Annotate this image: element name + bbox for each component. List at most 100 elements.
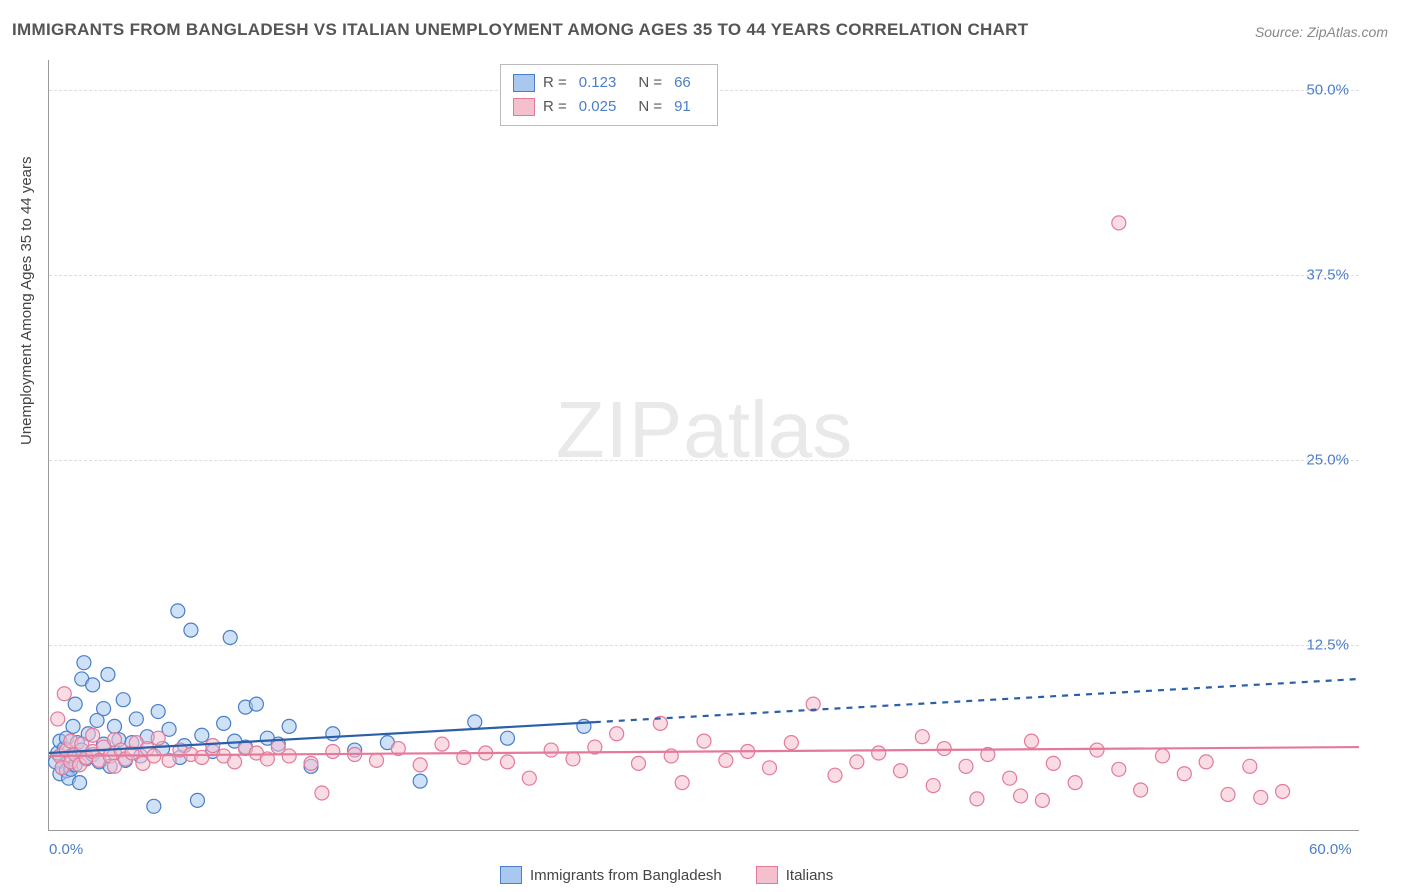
scatter-point (1243, 759, 1257, 773)
scatter-point (501, 755, 515, 769)
scatter-point (1134, 783, 1148, 797)
scatter-point (697, 734, 711, 748)
legend-r-label: R = (543, 71, 567, 95)
scatter-point (610, 727, 624, 741)
scatter-point (147, 799, 161, 813)
scatter-point (101, 668, 115, 682)
scatter-point (784, 736, 798, 750)
legend-r-value: 0.123 (579, 71, 617, 95)
scatter-point (501, 731, 515, 745)
scatter-point (915, 730, 929, 744)
scatter-point (86, 728, 100, 742)
scatter-point (151, 705, 165, 719)
scatter-point (57, 687, 71, 701)
scatter-point (1112, 216, 1126, 230)
plot-area: ZIPatlas 12.5%25.0%37.5%50.0%0.0%60.0% (48, 60, 1359, 831)
scatter-point (970, 792, 984, 806)
scatter-point (1112, 762, 1126, 776)
scatter-point (1090, 743, 1104, 757)
scatter-svg (49, 60, 1359, 830)
scatter-point (68, 697, 82, 711)
scatter-point (195, 750, 209, 764)
scatter-point (1177, 767, 1191, 781)
scatter-point (370, 753, 384, 767)
gridline (49, 275, 1359, 276)
y-tick-label: 12.5% (1306, 636, 1349, 653)
gridline (49, 645, 1359, 646)
legend-r-value: 0.025 (579, 95, 617, 119)
x-tick-label: 0.0% (49, 841, 83, 858)
legend-stat-row: R = 0.025 N = 91 (513, 95, 705, 119)
legend-stat-row: R = 0.123 N = 66 (513, 71, 705, 95)
chart-title: IMMIGRANTS FROM BANGLADESH VS ITALIAN UN… (12, 20, 1028, 40)
scatter-point (73, 776, 87, 790)
scatter-point (959, 759, 973, 773)
scatter-point (1003, 771, 1017, 785)
legend-series-label: Immigrants from Bangladesh (530, 867, 722, 884)
scatter-point (326, 727, 340, 741)
scatter-point (1035, 793, 1049, 807)
scatter-point (763, 761, 777, 775)
scatter-point (1014, 789, 1028, 803)
scatter-point (1276, 785, 1290, 799)
scatter-point (129, 712, 143, 726)
scatter-point (304, 756, 318, 770)
scatter-point (97, 702, 111, 716)
source-credit: Source: ZipAtlas.com (1255, 24, 1388, 40)
legend-swatch (500, 866, 522, 884)
legend-swatch (756, 866, 778, 884)
scatter-point (566, 752, 580, 766)
scatter-point (249, 697, 263, 711)
legend-series-item: Italians (756, 866, 834, 884)
scatter-point (1156, 749, 1170, 763)
scatter-point (937, 742, 951, 756)
scatter-point (926, 779, 940, 793)
scatter-point (1254, 790, 1268, 804)
scatter-point (828, 768, 842, 782)
scatter-point (228, 755, 242, 769)
y-tick-label: 50.0% (1306, 81, 1349, 98)
x-tick-label: 60.0% (1309, 841, 1352, 858)
scatter-point (468, 715, 482, 729)
scatter-point (282, 749, 296, 763)
legend-n-value: 66 (674, 71, 691, 95)
scatter-point (206, 739, 220, 753)
scatter-point (326, 745, 340, 759)
scatter-point (719, 753, 733, 767)
scatter-point (1221, 787, 1235, 801)
y-axis-title: Unemployment Among Ages 35 to 44 years (18, 156, 35, 445)
scatter-point (282, 719, 296, 733)
scatter-point (108, 719, 122, 733)
scatter-point (184, 623, 198, 637)
scatter-point (315, 786, 329, 800)
legend-series-item: Immigrants from Bangladesh (500, 866, 722, 884)
legend-r-label: R = (543, 95, 567, 119)
y-tick-label: 25.0% (1306, 451, 1349, 468)
scatter-point (217, 716, 231, 730)
trend-line-dashed (595, 679, 1359, 722)
legend-series: Immigrants from Bangladesh Italians (500, 866, 867, 888)
legend-n-label: N = (638, 71, 662, 95)
scatter-point (195, 728, 209, 742)
legend-n-value: 91 (674, 95, 691, 119)
legend-stats: R = 0.123 N = 66 R = 0.025 N = 91 (500, 64, 718, 126)
scatter-point (51, 712, 65, 726)
scatter-point (190, 793, 204, 807)
scatter-point (675, 776, 689, 790)
scatter-point (435, 737, 449, 751)
scatter-point (66, 719, 80, 733)
scatter-point (1025, 734, 1039, 748)
scatter-point (413, 774, 427, 788)
y-tick-label: 37.5% (1306, 266, 1349, 283)
legend-swatch (513, 74, 535, 92)
scatter-point (894, 764, 908, 778)
scatter-point (522, 771, 536, 785)
scatter-point (1046, 756, 1060, 770)
scatter-point (86, 678, 100, 692)
scatter-point (850, 755, 864, 769)
legend-series-label: Italians (786, 867, 834, 884)
legend-n-label: N = (638, 95, 662, 119)
scatter-point (1068, 776, 1082, 790)
scatter-point (872, 746, 886, 760)
scatter-point (223, 631, 237, 645)
